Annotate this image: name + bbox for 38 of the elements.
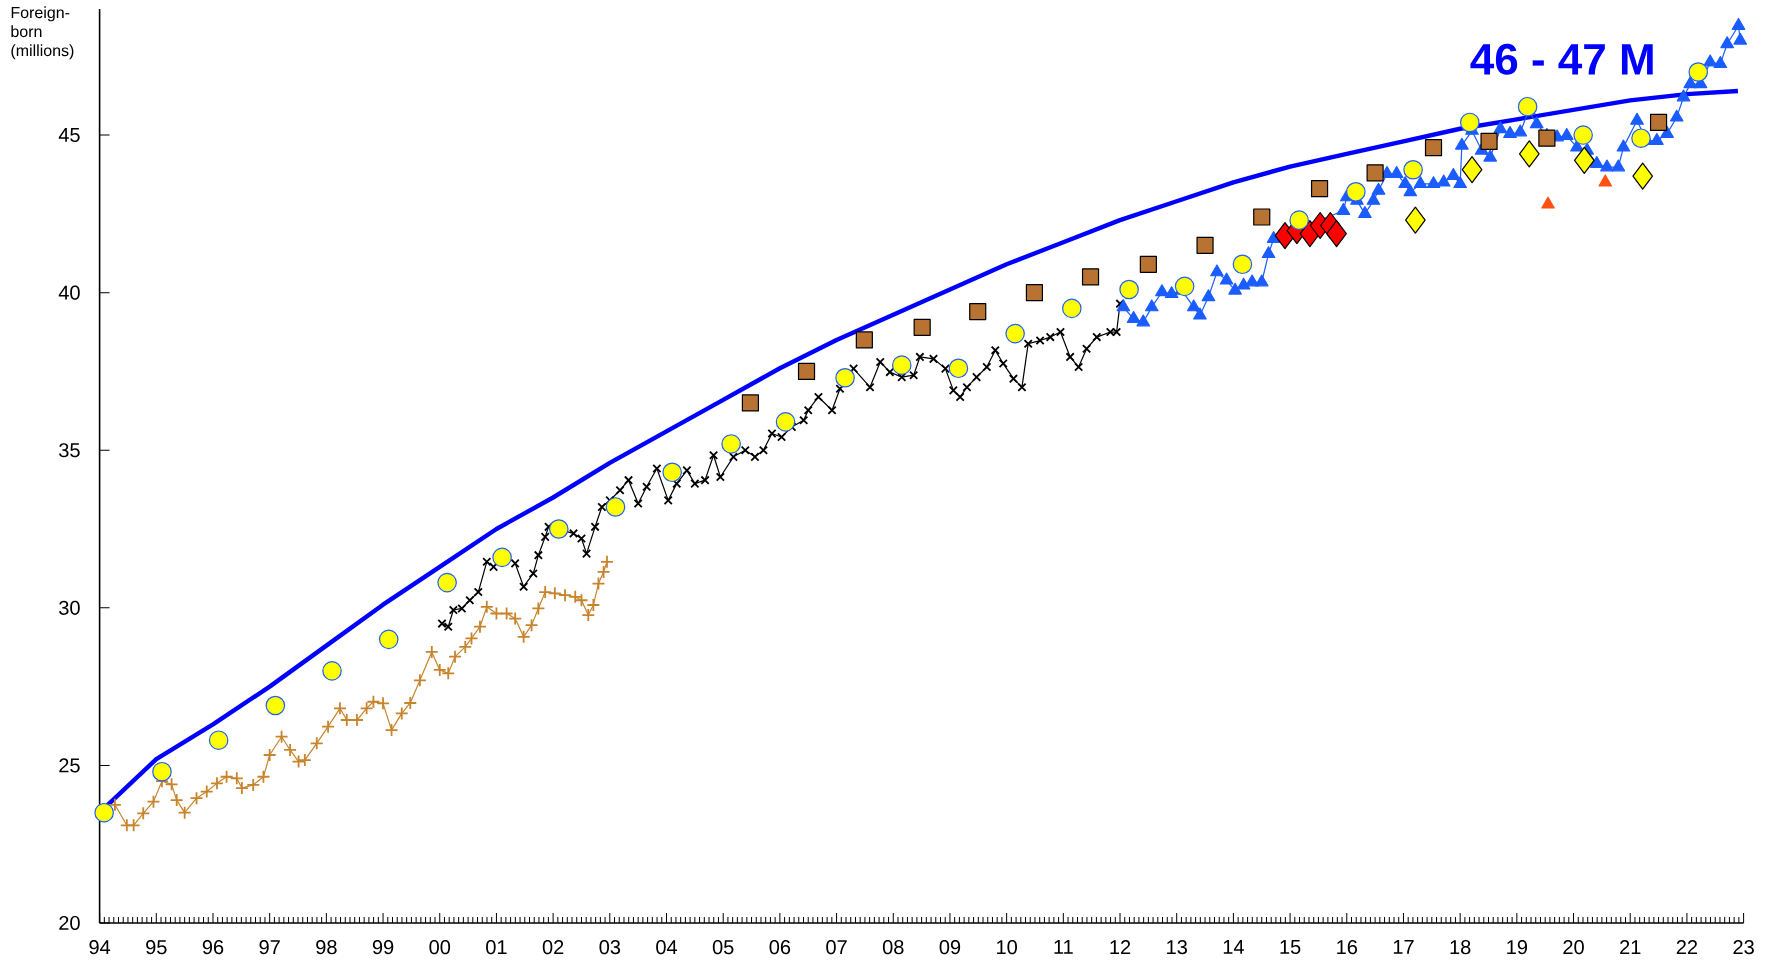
x-tick-label: 23 [1733, 940, 1754, 955]
x-tick-label: 11 [1054, 940, 1073, 954]
y-tick-label: 40 [58, 285, 80, 300]
x-tick-label: 17 [1393, 940, 1414, 954]
x-tick-label: 06 [769, 940, 791, 955]
x-tick-label: 95 [146, 940, 167, 955]
y-tick-label: 30 [59, 600, 80, 615]
x-tick-label: 97 [259, 940, 280, 955]
x-tick-label: 99 [372, 940, 394, 955]
y-tick-label: 20 [59, 915, 80, 931]
x-tick-label: 00 [429, 940, 451, 955]
y-tick-label: 45 [58, 128, 80, 143]
y-tick-label: 25 [59, 758, 80, 773]
x-tick-label: 05 [712, 940, 734, 955]
x-tick-label: 04 [656, 940, 678, 955]
x-tick-label: 14 [1223, 940, 1244, 954]
x-tick-label: 13 [1167, 940, 1187, 955]
x-tick-label: 02 [542, 940, 564, 955]
x-tick-label: 07 [826, 940, 847, 955]
x-tick-label: 20 [1563, 940, 1584, 955]
x-tick-label: 03 [599, 940, 621, 955]
x-tick-label: 96 [202, 940, 224, 955]
x-tick-label: 01 [486, 940, 507, 955]
x-tick-label: 98 [316, 940, 337, 955]
x-tick-label: 09 [939, 940, 961, 955]
x-tick-label: 19 [1507, 940, 1528, 955]
annotation: 46 - 47 M [1470, 43, 1653, 75]
x-tick-label: 10 [997, 940, 1017, 955]
x-tick-label: 18 [1450, 940, 1471, 955]
x-tick-label: 22 [1676, 940, 1698, 955]
x-tick-label: 08 [882, 940, 904, 955]
x-tick-label: 15 [1280, 940, 1301, 954]
x-tick-label: 12 [1110, 940, 1131, 955]
x-tick-label: 94 [89, 940, 111, 955]
y-axis-title: Foreign-born (millions) [11, 6, 74, 60]
x-tick-label: 21 [1620, 940, 1641, 955]
y-tick-label: 35 [59, 443, 80, 458]
x-tick-label: 16 [1337, 940, 1358, 955]
